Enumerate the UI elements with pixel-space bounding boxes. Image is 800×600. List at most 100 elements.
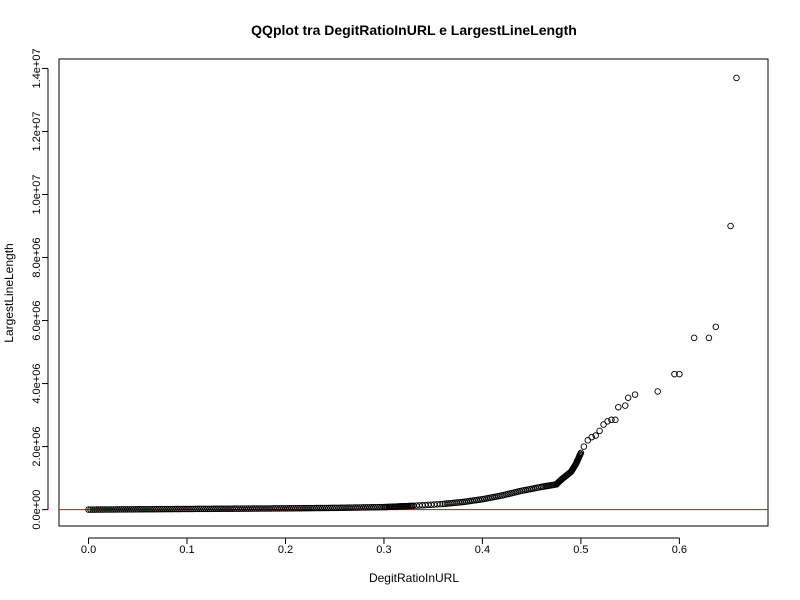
data-point: [364, 504, 371, 511]
data-point: [138, 506, 146, 513]
data-point: [167, 505, 174, 513]
data-point: [600, 421, 607, 428]
data-point: [253, 505, 261, 512]
data-point: [204, 505, 211, 513]
y-axis: 0.0e+00 2.0e+06 4.0e+06 6.0e+06 8.0e+06 1.0e+…: [31, 48, 49, 530]
data-point: [374, 503, 382, 511]
data-point: [588, 433, 595, 441]
data-point: [360, 504, 367, 511]
points-group: [85, 74, 740, 513]
x-tick-label: 0.1: [179, 544, 194, 556]
data-point: [298, 504, 306, 512]
data-point: [208, 505, 215, 513]
y-tick-label: 2.0e+06: [31, 427, 43, 467]
y-axis-label: LargestLineLength: [2, 243, 16, 342]
data-point: [150, 505, 158, 513]
data-point: [290, 505, 297, 512]
data-point: [103, 506, 111, 513]
data-point: [179, 505, 187, 513]
data-point: [329, 504, 336, 512]
data-point: [187, 505, 195, 513]
data-point: [654, 388, 661, 395]
data-point: [727, 222, 734, 230]
data-point: [354, 504, 361, 511]
data-point: [146, 505, 154, 513]
data-point: [222, 505, 230, 512]
data-point: [712, 323, 720, 331]
data-point: [148, 505, 156, 513]
data-point: [596, 427, 603, 435]
data-point: [323, 504, 330, 512]
data-point: [239, 505, 246, 512]
data-point: [142, 506, 150, 513]
data-point: [210, 505, 217, 513]
data-point: [288, 505, 295, 512]
data-point: [122, 506, 129, 513]
data-point: [136, 506, 144, 513]
plot-frame: [58, 58, 769, 527]
data-point: [93, 506, 100, 513]
data-point: [218, 505, 226, 513]
data-point: [274, 505, 281, 512]
data-point: [128, 506, 135, 513]
data-point: [191, 505, 199, 513]
data-point: [171, 505, 178, 513]
data-point: [331, 504, 338, 512]
data-point: [247, 505, 254, 512]
data-point: [577, 449, 585, 457]
data-point: [126, 506, 133, 513]
data-point: [676, 370, 683, 378]
data-point: [161, 505, 168, 513]
data-point: [368, 504, 375, 511]
data-point: [349, 504, 357, 511]
data-point: [91, 506, 98, 513]
data-point: [351, 504, 359, 511]
data-point: [165, 505, 172, 513]
data-point: [114, 506, 121, 513]
data-point: [132, 506, 139, 513]
data-point: [109, 506, 117, 513]
data-point: [212, 505, 219, 513]
data-point: [612, 416, 619, 424]
data-point: [220, 505, 228, 513]
data-point: [155, 505, 162, 513]
data-point: [159, 505, 166, 513]
data-point: [356, 504, 363, 511]
data-point: [232, 505, 240, 512]
data-point: [163, 505, 170, 513]
data-point: [130, 506, 137, 513]
data-point: [214, 505, 222, 513]
data-point: [604, 418, 611, 425]
data-point: [241, 505, 248, 512]
data-point: [370, 504, 377, 511]
data-point: [157, 505, 164, 513]
x-tick-label: 0.2: [278, 544, 293, 556]
data-point: [584, 437, 592, 444]
data-point: [118, 506, 125, 513]
data-point: [333, 504, 341, 512]
data-point: [216, 505, 224, 513]
x-axis: 0.0 0.1 0.2 0.3 0.4 0.5 0.6: [81, 537, 687, 556]
data-point: [313, 504, 320, 512]
data-point: [325, 504, 332, 512]
data-point: [97, 506, 105, 513]
data-point: [317, 504, 324, 512]
data-point: [89, 506, 96, 513]
data-point: [335, 504, 343, 512]
data-point: [690, 334, 698, 342]
data-point: [292, 505, 299, 512]
data-point: [358, 504, 365, 511]
data-point: [276, 505, 283, 512]
data-point: [200, 505, 207, 513]
data-point: [621, 402, 629, 409]
data-point: [286, 505, 293, 512]
data-point: [105, 506, 113, 513]
data-point: [580, 443, 588, 450]
data-point: [302, 504, 310, 512]
x-tick-label: 0.6: [672, 544, 687, 556]
data-point: [173, 505, 181, 513]
data-point: [152, 505, 160, 513]
chart-title: QQplot tra DegitRatioInURL e LargestLine…: [251, 22, 577, 38]
data-point: [592, 432, 599, 439]
data-point: [366, 504, 373, 511]
